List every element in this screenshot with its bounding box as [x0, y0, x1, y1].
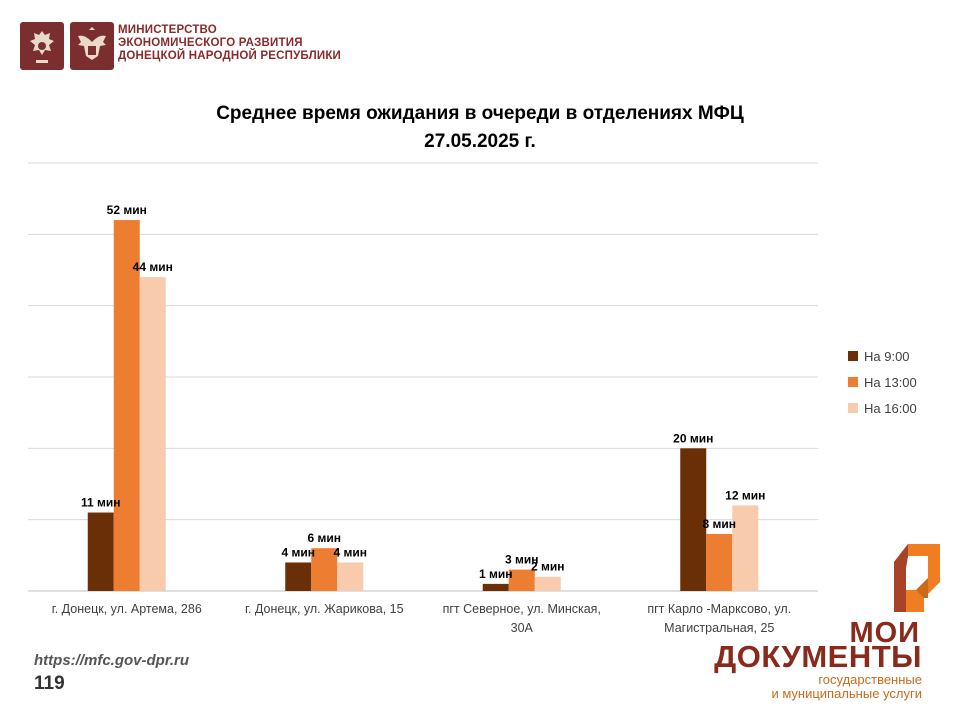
- data-label: 52 мин: [107, 203, 147, 217]
- brand-word-dokumenty: ДОКУМЕНТЫ: [714, 639, 922, 674]
- category-label: г. Донецк, ул. Жарикова, 15: [245, 602, 404, 616]
- bar: [534, 576, 561, 591]
- brand-tagline-line: государственные: [818, 672, 922, 687]
- brand-tagline-line: и муниципальные услуги: [771, 686, 922, 701]
- legend-item-13: На 13:00: [848, 369, 917, 395]
- bar: [706, 533, 733, 591]
- data-label: 12 мин: [725, 488, 765, 502]
- bar: [139, 277, 166, 591]
- brand-tagline: государственные и муниципальные услуги: [771, 673, 922, 701]
- ministry-name: МИНИСТЕРСТВО ЭКОНОМИЧЕСКОГО РАЗВИТИЯ ДОН…: [118, 24, 341, 63]
- data-label: 1 мин: [479, 567, 513, 581]
- bar: [337, 562, 364, 591]
- page-number: 119: [34, 673, 65, 694]
- data-label: 44 мин: [133, 260, 173, 274]
- legend-swatch: [848, 351, 858, 361]
- category-label: пгт Северное, ул. Минская,: [443, 602, 601, 616]
- bars: [87, 220, 759, 592]
- category-labels: г. Донецк, ул. Артема, 286 г. Донецк, ул.…: [52, 602, 791, 635]
- moi-dokumenty-logo-icon: [894, 544, 940, 612]
- bar: [732, 505, 759, 591]
- data-label: 4 мин: [333, 545, 367, 559]
- category-label: г. Донецк, ул. Артема, 286: [52, 602, 202, 616]
- ministry-line: ДОНЕЦКОЙ НАРОДНОЙ РЕСПУБЛИКИ: [118, 50, 342, 62]
- chart-title-line: Среднее время ожидания в очереди в отдел…: [216, 103, 744, 124]
- category-label: 30А: [511, 621, 534, 635]
- chart-title: Среднее время ожидания в очереди в отдел…: [130, 100, 830, 156]
- bar: [680, 448, 707, 591]
- brand-word-moi: МОИ: [849, 617, 920, 649]
- data-label: 3 мин: [505, 553, 539, 567]
- legend-item-16: На 16:00: [848, 395, 917, 421]
- bar: [311, 548, 338, 591]
- bar: [87, 512, 114, 591]
- data-label: 8 мин: [702, 517, 736, 531]
- bar: [285, 562, 312, 591]
- data-label: 20 мин: [673, 431, 713, 445]
- legend-label: На 16:00: [864, 400, 917, 416]
- legend-swatch: [848, 403, 858, 413]
- republic-emblem-icon: [70, 22, 114, 70]
- coat-of-arms-icon: [20, 22, 64, 70]
- ministry-line: ЭКОНОМИЧЕСКОГО РАЗВИТИЯ: [118, 37, 303, 49]
- category-label: Магистральная, 25: [664, 621, 774, 635]
- data-label: 4 мин: [281, 545, 315, 559]
- legend-swatch: [848, 377, 858, 387]
- data-label: 11 мин: [81, 496, 121, 510]
- bar: [508, 569, 535, 591]
- chart-title-line: 27.05.2025 г.: [424, 131, 536, 152]
- category-label: пгт Карло -Марксово, ул.: [647, 602, 791, 616]
- legend-item-9: На 9:00: [848, 343, 917, 369]
- website-url[interactable]: https://mfc.gov-dpr.ru: [34, 652, 189, 669]
- chart-legend: На 9:00 На 13:00 На 16:00: [848, 343, 917, 421]
- bar: [113, 220, 140, 592]
- legend-label: На 13:00: [864, 374, 917, 390]
- bar: [482, 583, 509, 591]
- data-label: 2 мин: [531, 560, 565, 574]
- ministry-line: МИНИСТЕРСТВО: [118, 24, 217, 36]
- data-label: 6 мин: [307, 531, 341, 545]
- legend-label: На 9:00: [864, 348, 910, 364]
